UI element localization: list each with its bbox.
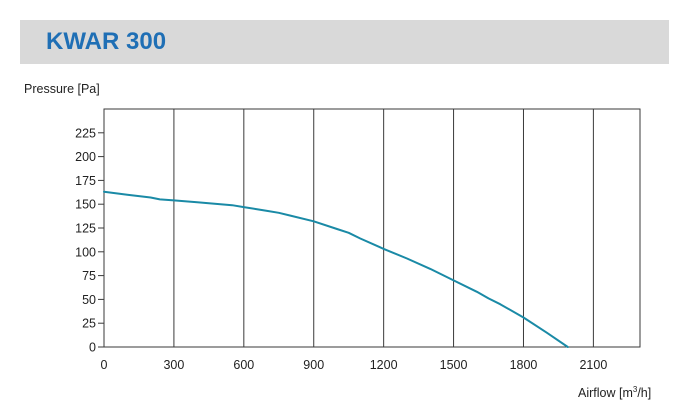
x-tick-label: 1200 [370,358,398,372]
x-tick-label: 0 [101,358,108,372]
y-tick-label: 150 [75,198,96,212]
y-tick-label: 125 [75,222,96,236]
x-tick-label: 600 [233,358,254,372]
y-tick-label: 50 [82,293,96,307]
x-tick-label: 2100 [579,358,607,372]
grid [98,108,641,348]
y-tick-label: 75 [82,269,96,283]
series [103,190,569,348]
x-axis-label: Airflow [m3/h] [578,385,651,400]
title-bar: KWAR 300 [20,20,669,64]
y-tick-label: 175 [75,174,96,188]
y-tick-label: 225 [75,126,96,140]
y-tick-label: 200 [75,150,96,164]
x-tick-label: 1800 [510,358,538,372]
x-tick-label: 900 [303,358,324,372]
y-tick-label: 25 [82,317,96,331]
x-axis-label-sup: 3 [632,385,638,394]
plot-frame [103,108,641,348]
y-axis-label: Pressure [Pa] [24,82,100,96]
tick-labels: 0 300 600 900 1200 1500 1800 2100 0 25 50 75 100 125 1… [75,126,607,372]
x-axis-label-prefix: Airflow [m [578,386,633,401]
chart-title: KWAR 300 [46,28,167,55]
y-tick-label: 0 [89,341,96,355]
pressure-curve [103,190,569,348]
x-axis-label-suffix: /h] [637,386,652,401]
y-tick-label: 100 [75,245,96,259]
x-tick-label: 300 [163,358,184,372]
x-tick-label: 1500 [440,358,468,372]
